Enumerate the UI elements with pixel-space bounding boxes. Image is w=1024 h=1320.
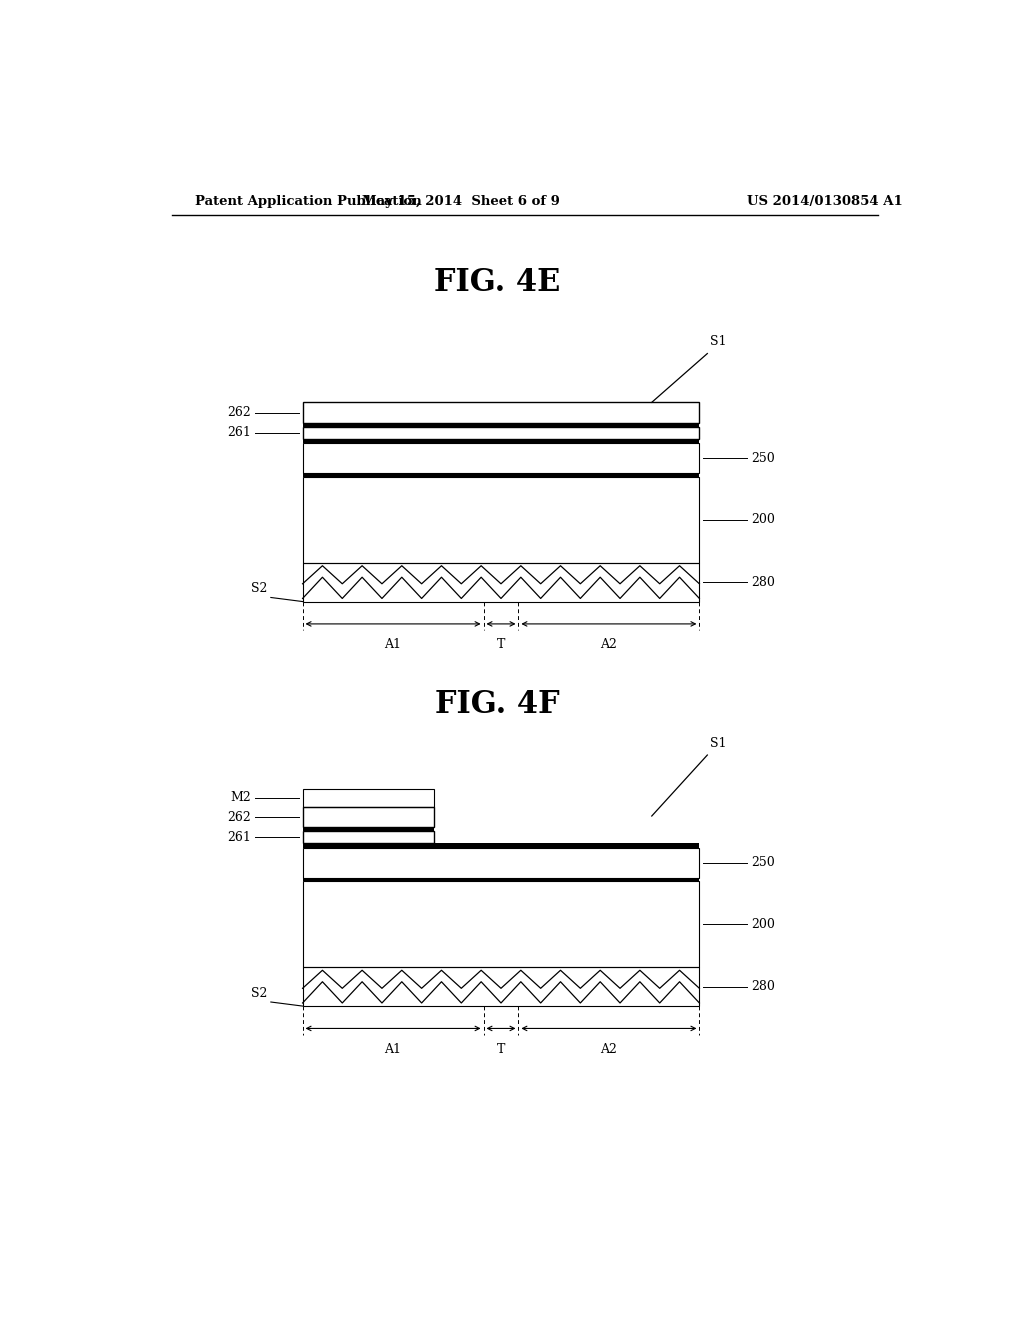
Bar <box>303 807 433 828</box>
Text: 261: 261 <box>227 426 251 440</box>
Text: 280: 280 <box>751 576 775 589</box>
Text: S1: S1 <box>710 737 726 750</box>
Bar <box>303 477 699 562</box>
Bar <box>303 444 699 474</box>
Bar <box>303 788 433 807</box>
Text: Patent Application Publication: Patent Application Publication <box>196 194 422 207</box>
Bar <box>303 403 699 422</box>
Text: S2: S2 <box>251 987 267 1001</box>
Bar <box>303 403 699 422</box>
Text: T: T <box>497 1043 505 1056</box>
Bar <box>303 788 433 807</box>
Text: 262: 262 <box>227 407 251 418</box>
Text: 262: 262 <box>227 810 251 824</box>
Text: 261: 261 <box>227 830 251 843</box>
Text: T: T <box>497 638 505 651</box>
Text: US 2014/0130854 A1: US 2014/0130854 A1 <box>748 194 903 207</box>
Text: 200: 200 <box>751 917 775 931</box>
Bar <box>303 477 699 562</box>
Bar <box>303 426 699 440</box>
Text: May 15, 2014  Sheet 6 of 9: May 15, 2014 Sheet 6 of 9 <box>362 194 560 207</box>
Bar <box>303 807 433 828</box>
Text: 280: 280 <box>751 981 775 993</box>
Bar <box>303 426 699 440</box>
Text: M2: M2 <box>230 791 251 804</box>
Bar <box>303 422 699 426</box>
Bar <box>303 843 699 847</box>
Text: A2: A2 <box>600 1043 617 1056</box>
Text: FIG. 4F: FIG. 4F <box>435 689 559 719</box>
Bar <box>303 562 699 602</box>
Text: 200: 200 <box>751 513 775 527</box>
Bar <box>303 444 699 474</box>
Text: 250: 250 <box>751 857 775 870</box>
Bar <box>303 880 699 968</box>
Bar <box>303 832 433 843</box>
Text: S2: S2 <box>251 582 267 595</box>
Bar <box>303 878 699 880</box>
Text: A1: A1 <box>385 638 401 651</box>
Text: A1: A1 <box>385 1043 401 1056</box>
Bar <box>303 474 699 477</box>
Text: FIG. 4E: FIG. 4E <box>434 267 560 298</box>
Text: A2: A2 <box>600 638 617 651</box>
Bar <box>303 828 433 832</box>
Bar <box>303 847 699 878</box>
Text: S1: S1 <box>710 335 726 348</box>
Bar <box>303 968 699 1006</box>
Bar <box>303 440 699 444</box>
Bar <box>303 832 433 843</box>
Bar <box>303 847 699 878</box>
Bar <box>303 880 699 968</box>
Text: 250: 250 <box>751 451 775 465</box>
